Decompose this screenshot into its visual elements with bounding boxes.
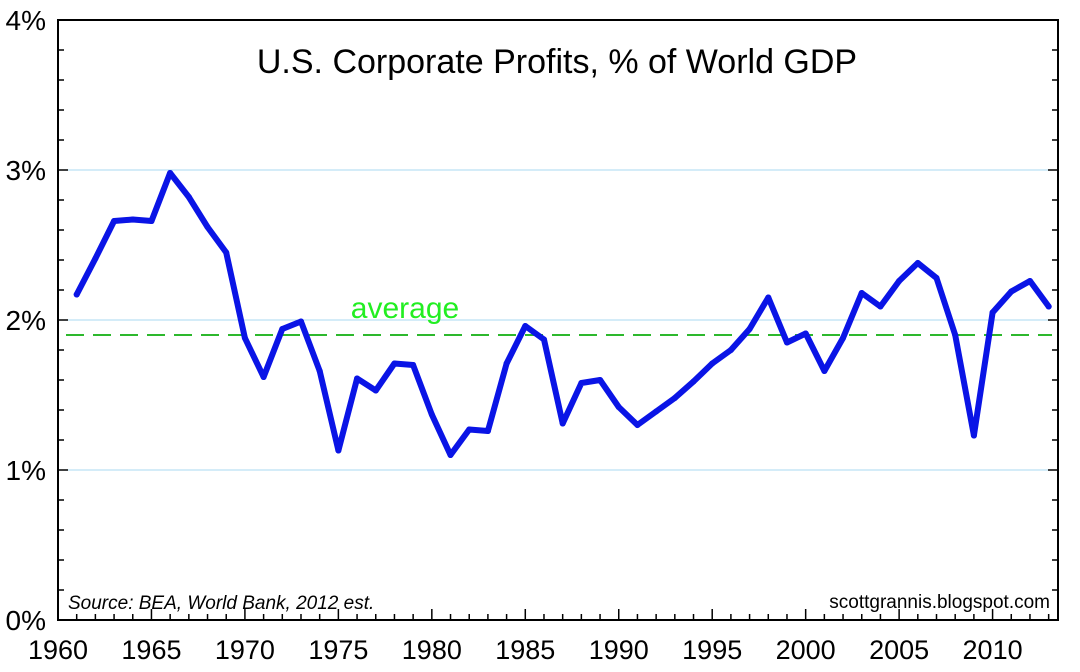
data-point [821, 368, 828, 374]
data-point [914, 260, 921, 266]
data-point [447, 452, 454, 458]
data-point [410, 362, 417, 368]
x-tick-label: 1985 [495, 635, 555, 665]
data-point [783, 339, 790, 346]
data-point [391, 360, 398, 367]
data-point [802, 330, 809, 337]
x-tick-label: 1980 [402, 635, 462, 665]
data-point [559, 420, 566, 427]
data-point [354, 375, 361, 382]
data-point [129, 216, 136, 223]
average-line-group: average [66, 292, 1052, 336]
data-point [148, 218, 155, 224]
data-point [335, 447, 342, 454]
data-point [111, 218, 118, 224]
data-point [466, 426, 473, 433]
data-point [952, 332, 959, 338]
y-tick-label: 1% [6, 455, 46, 486]
data-point [709, 360, 716, 367]
y-tick-label: 4% [6, 5, 46, 36]
y-tick-label: 3% [6, 155, 46, 186]
x-tick-label: 1975 [308, 635, 368, 665]
data-point [297, 318, 304, 325]
x-tick-label: 1990 [589, 635, 649, 665]
y-tick-label: 0% [6, 605, 46, 636]
data-point [540, 336, 547, 343]
series-group [73, 170, 1052, 458]
data-point [167, 170, 174, 176]
data-point [223, 249, 230, 256]
data-point [578, 380, 585, 386]
x-tick-label: 2005 [869, 635, 929, 665]
data-point [503, 360, 510, 367]
data-point [522, 323, 529, 329]
data-point [933, 275, 940, 281]
source-annotation: Source: BEA, World Bank, 2012 est. [68, 593, 374, 614]
data-point [727, 347, 734, 353]
data-point [653, 408, 660, 415]
data-point [185, 194, 192, 200]
credit-annotation: scottgrannis.blogspot.com [829, 592, 1050, 613]
data-point [877, 303, 884, 310]
chart-title: U.S. Corporate Profits, % of World GDP [257, 43, 857, 81]
data-point [1045, 303, 1052, 310]
data-point [279, 326, 286, 332]
data-point [597, 377, 604, 383]
data-point [204, 224, 211, 230]
data-point [260, 374, 267, 380]
data-point [690, 378, 697, 385]
data-point [858, 290, 865, 296]
x-tick-label: 1970 [215, 635, 275, 665]
y-tick-label: 2% [6, 305, 46, 336]
x-tick-label: 1995 [682, 635, 742, 665]
data-point [634, 422, 641, 428]
data-point [671, 395, 678, 401]
data-point [1026, 278, 1033, 284]
data-point [73, 291, 80, 298]
data-point [970, 432, 977, 439]
data-point [746, 326, 753, 332]
data-point [840, 335, 847, 341]
data-point [484, 428, 491, 434]
data-point [372, 387, 379, 394]
data-point [316, 368, 323, 374]
data-point [92, 255, 99, 262]
data-point [896, 278, 903, 284]
x-ticks: 1960 1965 1970 1975 1980 1985 1990 1995 2000 2005… [28, 609, 1050, 665]
data-point [1008, 288, 1015, 295]
y-ticks: 0% 1% 2% 3% 4% [6, 5, 1058, 636]
data-point [615, 404, 622, 410]
data-point [765, 294, 772, 301]
x-tick-label: 1960 [28, 635, 88, 665]
x-tick-label: 1965 [121, 635, 181, 665]
x-tick-label: 2000 [776, 635, 836, 665]
x-tick-label: 2010 [963, 635, 1023, 665]
average-label: average [351, 292, 459, 325]
data-point [241, 335, 248, 341]
data-point [989, 309, 996, 316]
gridlines [58, 169, 1058, 471]
data-point [428, 411, 435, 418]
